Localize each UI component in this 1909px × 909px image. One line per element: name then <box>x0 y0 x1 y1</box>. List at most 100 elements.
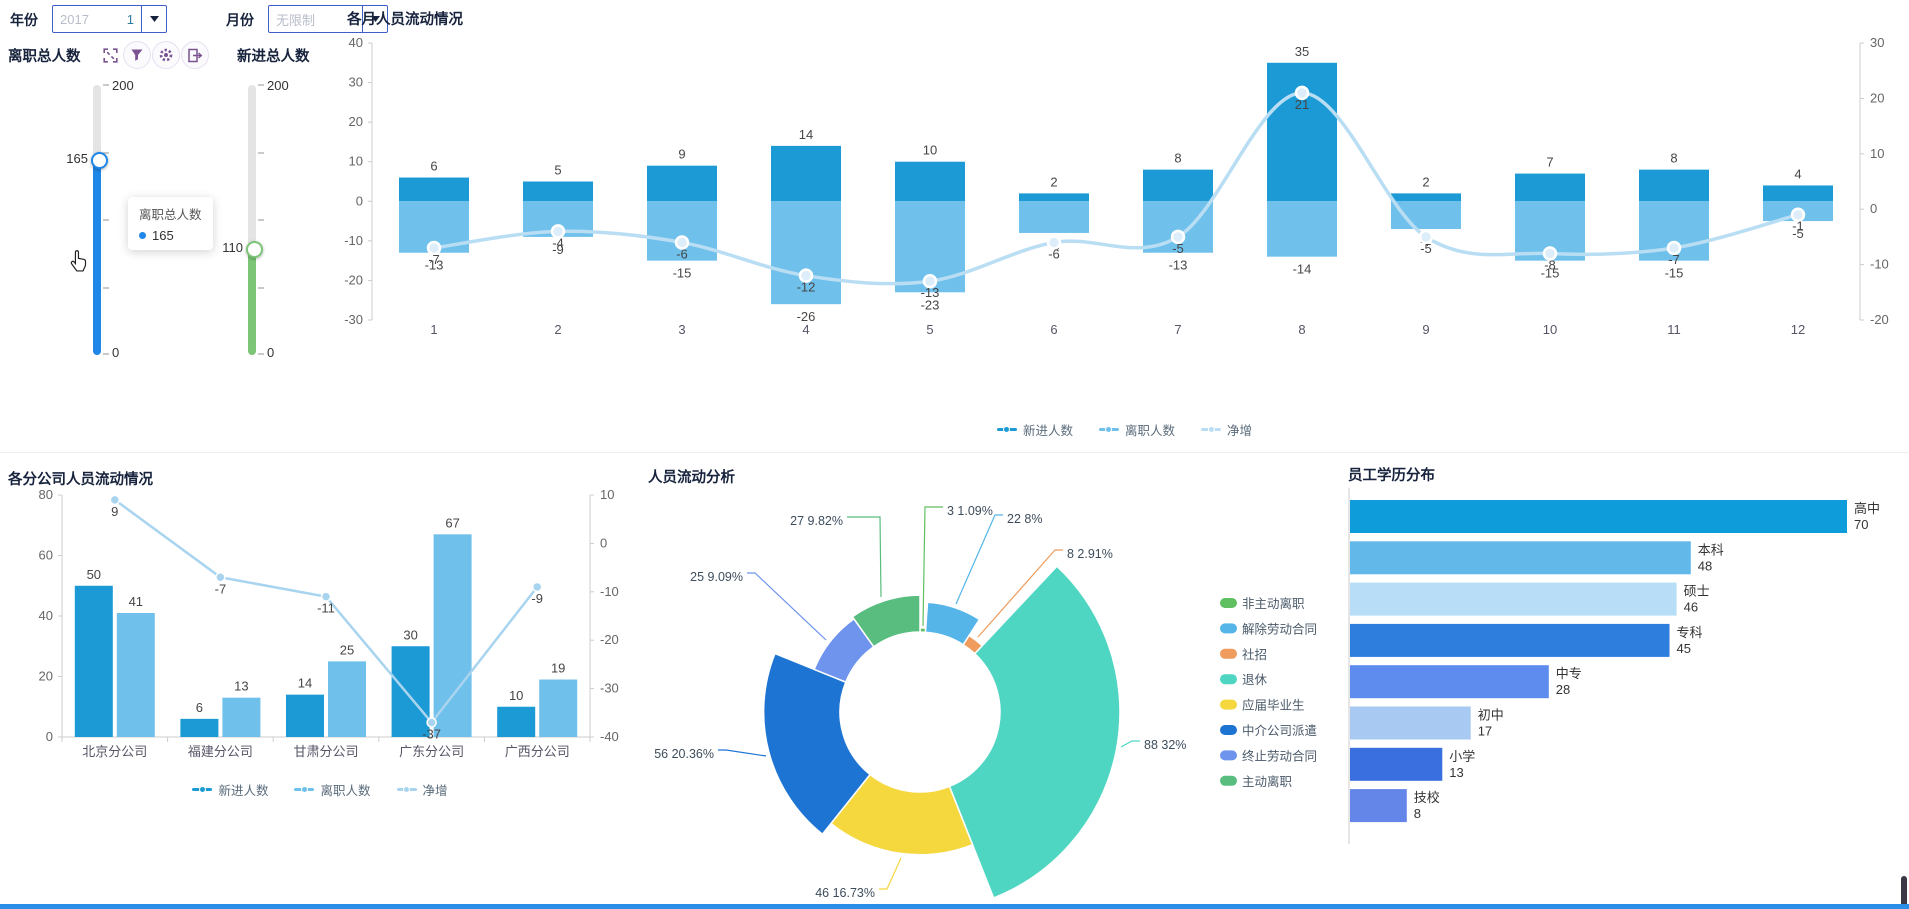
bar-离职人数-9[interactable] <box>1391 201 1461 229</box>
hand-cursor-icon <box>66 246 92 277</box>
pie-legend-item-中介公司派遣[interactable]: 中介公司派遣 <box>1220 723 1317 738</box>
bar-value-label: -14 <box>1293 262 1312 277</box>
edu-bar-name: 小学 <box>1449 749 1475 764</box>
line-point[interactable] <box>1418 229 1434 245</box>
line-point[interactable] <box>320 591 332 602</box>
resign-slider-handle[interactable] <box>90 151 108 169</box>
bar-离职人数-福建分公司[interactable] <box>222 697 261 737</box>
bar-离职人数-4[interactable] <box>771 201 841 305</box>
bar-新进人数-9[interactable] <box>1391 193 1461 202</box>
bar-新进人数-8[interactable] <box>1267 62 1337 202</box>
bar-新进人数-3[interactable] <box>647 165 717 202</box>
line-point[interactable] <box>674 235 690 250</box>
line-point[interactable] <box>1170 229 1186 245</box>
hire-slider-handle[interactable] <box>245 240 263 258</box>
legend-item-新进人数[interactable]: 新进人数 <box>996 420 1073 439</box>
fullscreen-icon[interactable] <box>103 48 118 68</box>
line-point[interactable] <box>1046 235 1062 250</box>
edu-bar-技校[interactable] <box>1350 789 1407 823</box>
legend-item-净增[interactable]: 净增 <box>396 780 448 799</box>
line-point[interactable] <box>215 572 226 583</box>
bar-离职人数-北京分公司[interactable] <box>116 612 155 737</box>
chart-label: -20 <box>600 632 619 647</box>
bar-新进人数-11[interactable] <box>1639 169 1709 202</box>
month-filter-select[interactable]: 无限制 <box>268 5 388 33</box>
bar-新进人数-广西分公司[interactable] <box>497 706 536 737</box>
export-icon[interactable] <box>181 41 209 69</box>
legend-item-净增[interactable]: 净增 <box>1201 420 1252 439</box>
pie-legend-item-主动离职[interactable]: 主动离职 <box>1220 774 1292 789</box>
bar-新进人数-福建分公司[interactable] <box>180 718 219 737</box>
pie-label-line <box>847 516 882 598</box>
month-dropdown-arrow-icon[interactable] <box>362 6 387 32</box>
edu-bar-专科[interactable] <box>1350 623 1670 657</box>
edu-bar-本科[interactable] <box>1350 541 1691 575</box>
bar-离职人数-广东分公司[interactable] <box>433 534 472 737</box>
edu-bar-中专[interactable] <box>1350 665 1549 699</box>
line-point[interactable] <box>1790 207 1806 222</box>
year-filter-select[interactable]: 2017 1 <box>52 5 167 33</box>
bar-离职人数-广西分公司[interactable] <box>539 679 578 737</box>
bar-离职人数-8[interactable] <box>1267 201 1337 257</box>
bar-value-label: 30 <box>403 627 417 642</box>
line-point[interactable] <box>1542 246 1558 261</box>
line-point[interactable] <box>550 224 566 239</box>
edu-bar-硕士[interactable] <box>1350 582 1677 616</box>
pie-slice-中介公司派遣[interactable] <box>762 652 872 836</box>
year-dropdown-arrow-icon[interactable] <box>141 6 166 32</box>
pie-legend-item-应届毕业生[interactable]: 应届毕业生 <box>1220 698 1305 713</box>
line-point[interactable] <box>798 268 814 283</box>
line-point[interactable] <box>426 240 442 256</box>
line-point[interactable] <box>922 273 938 289</box>
pie-legend-label: 终止劳动合同 <box>1242 748 1317 763</box>
bar-新进人数-12[interactable] <box>1763 185 1833 202</box>
pie-legend-item-社招[interactable]: 社招 <box>1220 647 1267 662</box>
edu-bar-高中[interactable] <box>1350 500 1847 533</box>
line-point[interactable] <box>531 581 543 593</box>
bar-新进人数-7[interactable] <box>1143 169 1213 202</box>
bar-新进人数-10[interactable] <box>1515 173 1585 202</box>
turnover-analysis-chart[interactable]: 3 1.09% 22 8% 8 2.91% 88 32% 46 16.73% 56 20.… <box>640 455 1345 909</box>
filter-icon[interactable] <box>123 41 151 69</box>
edu-bar-初中[interactable] <box>1350 706 1471 740</box>
bar-value-label: 5 <box>554 163 561 178</box>
edu-bar-小学[interactable] <box>1350 747 1443 781</box>
edu-bar-name: 中专 <box>1556 666 1582 681</box>
bar-新进人数-5[interactable] <box>895 161 965 202</box>
pie-slice-主动离职[interactable] <box>851 594 921 648</box>
bar-离职人数-7[interactable] <box>1143 201 1213 253</box>
chart-label: 20 <box>1870 90 1884 105</box>
chart-label: 0 <box>1870 201 1877 216</box>
bar-新进人数-广东分公司[interactable] <box>391 646 430 737</box>
legend-item-离职人数[interactable]: 离职人数 <box>1098 420 1175 439</box>
bar-新进人数-北京分公司[interactable] <box>74 585 113 737</box>
pie-legend-item-解除劳动合同[interactable]: 解除劳动合同 <box>1220 621 1317 636</box>
vertical-scrollbar[interactable] <box>1901 876 1907 909</box>
bar-新进人数-6[interactable] <box>1019 193 1089 202</box>
hire-slider-track[interactable] <box>248 85 256 355</box>
bar-离职人数-3[interactable] <box>647 201 717 261</box>
bar-新进人数-2[interactable] <box>523 181 593 202</box>
legend-item-新进人数[interactable]: 新进人数 <box>192 780 268 799</box>
branch-flow-chart[interactable]: 80 60 40 20 0 10 0 -10 -20 -30 -40 北京分公司 福建分公司 甘肃分公司 广… <box>0 460 640 778</box>
legend-item-离职人数[interactable]: 离职人数 <box>294 780 371 799</box>
pie-slice-解除劳动合同[interactable] <box>924 601 981 646</box>
bar-新进人数-甘肃分公司[interactable] <box>286 694 324 737</box>
pie-slice-退休[interactable] <box>948 565 1121 899</box>
pie-legend-item-退休[interactable]: 退休 <box>1220 673 1268 687</box>
bar-离职人数-甘肃分公司[interactable] <box>328 661 366 737</box>
bar-新进人数-4[interactable] <box>771 145 841 202</box>
gear-icon[interactable] <box>152 41 180 69</box>
line-point[interactable] <box>426 717 437 728</box>
line-point[interactable] <box>109 494 121 506</box>
line-value-label: -5 <box>1420 241 1432 256</box>
bar-离职人数-6[interactable] <box>1019 201 1089 233</box>
line-point[interactable] <box>1666 240 1682 256</box>
bar-新进人数-1[interactable] <box>399 177 469 202</box>
pie-legend-item-终止劳动合同[interactable]: 终止劳动合同 <box>1220 748 1317 763</box>
line-point[interactable] <box>1294 85 1310 101</box>
pie-legend-item-非主动离职[interactable]: 非主动离职 <box>1220 596 1305 611</box>
bar-value-label: 9 <box>678 147 685 162</box>
